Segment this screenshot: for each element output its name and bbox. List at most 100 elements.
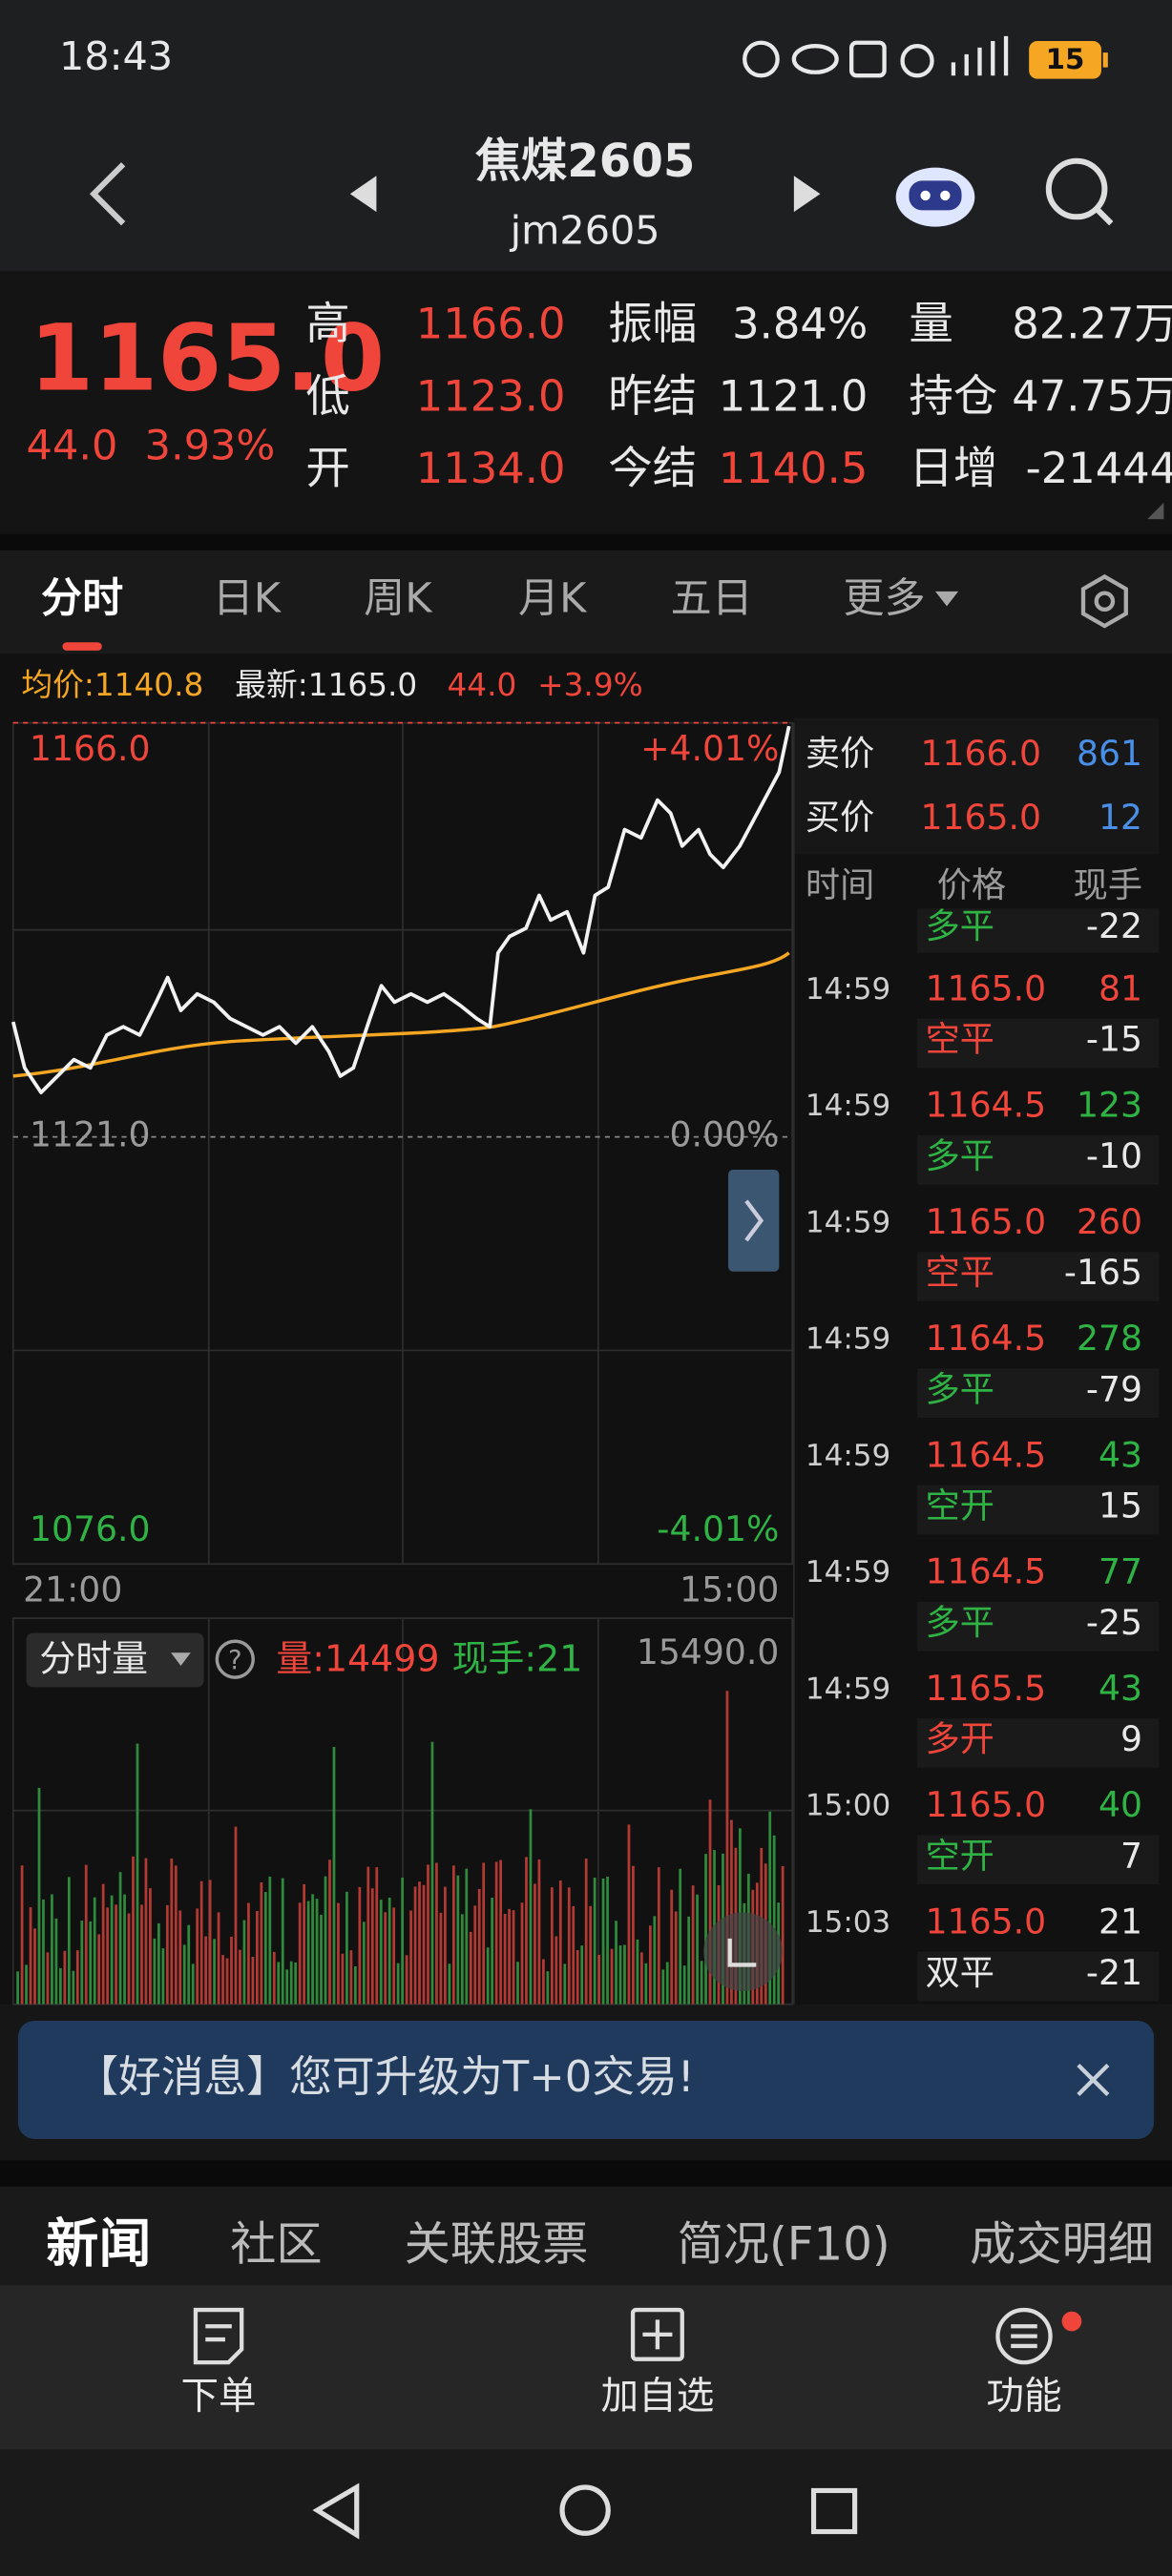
volume-bar (174, 1865, 178, 2005)
trade-price: 1165.0 (926, 1901, 1047, 1942)
row-bg (917, 1718, 1160, 1768)
separator (0, 2160, 1172, 2187)
news-tab[interactable]: 社区 (230, 2218, 322, 2272)
volume-bar (187, 1924, 191, 2005)
grid-lines (12, 1618, 793, 2005)
trade-time: 14:59 (806, 972, 890, 1007)
volume-bar (337, 1902, 340, 2005)
volume-bar (140, 1904, 143, 2005)
volume-bar (465, 1868, 469, 2005)
volume-bar (110, 1895, 114, 2005)
volume-selector-label[interactable]: 分时量 (39, 1637, 148, 1679)
volume-bar (618, 1945, 622, 2005)
expand-button[interactable] (727, 1170, 780, 1272)
news-tab[interactable]: 新闻 (46, 2213, 151, 2275)
volume-selector[interactable] (26, 1632, 204, 1688)
book-label: 卖价 (806, 733, 874, 774)
instrument-name: 焦煤2605 (475, 135, 696, 188)
banner-close[interactable] (1077, 2063, 1110, 2096)
icon (951, 35, 1009, 76)
news-tab[interactable]: 成交明细 (970, 2218, 1154, 2272)
field-label: 量 (909, 298, 953, 349)
dropdown-arrow (934, 591, 959, 607)
chart-tab[interactable]: 更多 (844, 575, 926, 623)
fullscreen-button[interactable] (703, 1912, 783, 1991)
next-button[interactable] (793, 176, 821, 213)
volume-bar (430, 1741, 434, 2005)
volume-bar (529, 1809, 533, 2005)
help-icon: ? (228, 1645, 242, 1675)
toolbar-button[interactable]: 加自选 (601, 2375, 715, 2419)
news-tab[interactable]: 简况(F10) (678, 2218, 890, 2272)
watch-plus (642, 2319, 673, 2350)
volume-bar (260, 1881, 263, 2005)
trade-vol: 123 (1077, 1085, 1142, 1126)
trade-price: 1165.0 (926, 1784, 1047, 1825)
volume-bar (225, 1958, 229, 2005)
volume-bar (636, 1939, 639, 2005)
chart-tab[interactable]: 月K (518, 575, 588, 623)
volume-bar (153, 1938, 157, 2005)
back-button[interactable] (89, 162, 126, 226)
chart-tab[interactable]: 分时 (41, 575, 123, 623)
volume-bar (341, 1953, 345, 2005)
trade-time: 14:59 (806, 1555, 890, 1589)
trade-vol: 77 (1099, 1551, 1142, 1592)
nav-recent[interactable] (810, 2487, 858, 2535)
hand-value: 现手:21 (452, 1637, 583, 1679)
trade-price: 1165.0 (926, 1201, 1047, 1242)
toolbar-button[interactable]: 下单 (180, 2375, 256, 2419)
row-bg (917, 1835, 1160, 1885)
volume-bar (54, 1918, 58, 2005)
banner-text[interactable]: 【好消息】您可升级为T+0交易! (75, 2051, 695, 2102)
field-label: 高 (305, 298, 350, 349)
banner[interactable] (17, 2020, 1155, 2139)
volume-bar (708, 1799, 712, 2005)
trade-vol: 43 (1099, 1668, 1142, 1709)
trade-vol: 40 (1099, 1784, 1142, 1825)
volume-bar (610, 1948, 614, 2005)
volume-bar (387, 1897, 391, 2005)
nav-back[interactable] (312, 2483, 360, 2540)
book-price: 1165.0 (920, 797, 1041, 838)
volume-bar (640, 1952, 643, 2005)
chart-tab[interactable]: 日K (213, 575, 283, 623)
volume-bar (597, 1954, 600, 2005)
settings-button[interactable] (1080, 573, 1128, 629)
volume-bar (196, 1908, 199, 2005)
volume-bar (20, 1865, 24, 2005)
chart-tab[interactable]: 周K (364, 575, 433, 623)
search-button[interactable] (1045, 157, 1114, 226)
volume-bar (101, 1883, 105, 2005)
row-bg (917, 1252, 1160, 1301)
volume-bar (392, 1907, 396, 2005)
volume-bar (75, 1950, 79, 2005)
volume-bar (542, 1959, 545, 2005)
volume-bar (328, 1859, 331, 2005)
price-line (10, 725, 791, 1094)
row-bg (917, 1951, 1160, 2002)
field-value: 1140.5 (719, 443, 869, 493)
assistant-button[interactable] (895, 167, 975, 227)
toolbar-button[interactable]: 功能 (986, 2375, 1061, 2419)
volume-bar (33, 1928, 36, 2005)
prev-button[interactable] (349, 176, 377, 213)
volume-bar (234, 1826, 238, 2005)
volume-bar (298, 1902, 302, 2005)
axis-label: 1166.0 (30, 728, 151, 769)
row-bg (917, 1018, 1160, 1069)
trade-type: 双平 (926, 1952, 994, 1993)
latest-price: 最新:1165.0 (235, 667, 417, 703)
trade-hand: -25 (1086, 1602, 1142, 1643)
chart-tab[interactable]: 五日 (671, 575, 753, 623)
news-tab[interactable]: 关联股票 (405, 2218, 589, 2272)
trade-time: 14:59 (806, 1089, 890, 1123)
volume-bar (362, 1922, 366, 2005)
help-circle[interactable] (215, 1639, 255, 1679)
trade-vol: 81 (1099, 967, 1142, 1008)
nav-home[interactable] (559, 2484, 611, 2536)
volume-bar (93, 1897, 96, 2005)
field-value: -21444 (1026, 443, 1172, 493)
volume-bar (251, 1957, 255, 2005)
